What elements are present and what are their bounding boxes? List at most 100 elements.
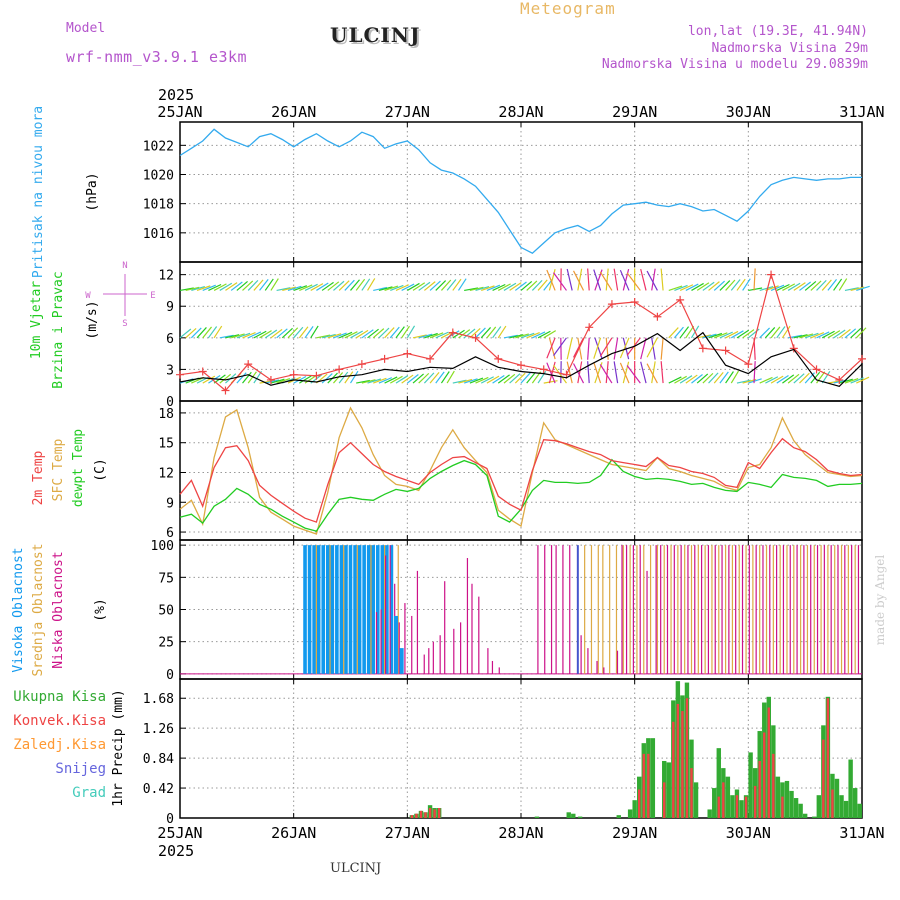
wind-arrow	[247, 371, 257, 384]
gust-marker	[767, 270, 776, 279]
wind-arrow	[418, 281, 431, 291]
gust-marker	[812, 365, 821, 374]
high-cloud-bar	[389, 545, 394, 674]
wind-arrow	[372, 328, 385, 339]
precip-legend-2: Zaledj.Kisa	[13, 737, 106, 753]
wind-arrow	[753, 268, 756, 291]
wind-arrow	[833, 329, 846, 339]
wind-arrow	[298, 326, 309, 339]
dewpoint-line	[179, 458, 863, 532]
gust-marker	[266, 375, 275, 384]
gust-marker	[289, 370, 298, 379]
wind-arrow	[509, 373, 521, 384]
xtick-label-bottom: 28JAN	[498, 824, 543, 842]
wind-arrow	[475, 376, 489, 384]
wind-arrow	[838, 278, 848, 291]
wind-arrow	[526, 280, 538, 291]
gust-marker	[858, 354, 866, 363]
wind-arrow	[207, 326, 218, 339]
wind-arrow	[367, 278, 376, 291]
wind-arrow	[407, 282, 420, 291]
wind-ytick-label: 9	[166, 300, 174, 315]
wind-ytick-label: 12	[158, 269, 174, 284]
wind-arrow	[708, 332, 723, 339]
wind-arrow	[429, 371, 440, 384]
wind-arrow	[685, 325, 695, 339]
high-cloud-bar	[316, 545, 321, 674]
conv-precip-bar	[424, 812, 427, 818]
temp2m-line	[179, 437, 863, 523]
wind-arrow	[356, 379, 371, 384]
gust-marker	[653, 312, 662, 321]
wind-arrow	[350, 279, 360, 291]
wind-arrow	[514, 372, 526, 384]
conv-precip-bar	[681, 711, 684, 818]
wind-arrow	[673, 326, 684, 339]
wind-arrow	[566, 361, 573, 384]
wind-arrow	[537, 279, 548, 291]
wind-arrow	[804, 280, 817, 291]
total-precip-bar	[852, 788, 858, 818]
gust-marker	[471, 333, 480, 342]
wind-arrow	[179, 287, 194, 292]
wind-arrow	[691, 282, 704, 291]
high-cloud-bar	[375, 545, 380, 674]
wind-arrow	[424, 332, 438, 339]
wind-arrow	[373, 286, 388, 292]
wind-arrow	[475, 285, 490, 292]
wind-arrow	[730, 370, 740, 384]
wind-arrow	[668, 376, 682, 384]
wind-arrow	[321, 373, 333, 384]
wind-arrow	[264, 329, 278, 339]
wind-arrow	[660, 268, 664, 291]
wind-arrow	[287, 285, 302, 292]
wind-arrow	[196, 327, 207, 339]
wind-arrow	[856, 376, 870, 384]
wind-arrow	[281, 327, 293, 339]
wind-arrow	[486, 326, 497, 339]
mid-cloud-ylabel: Srednja Oblacnost	[31, 543, 46, 676]
coords-label: lon,lat (19.3E, 41.94N)	[687, 24, 868, 39]
xtick-label-bottom: 31JAN	[839, 824, 884, 842]
wind-arrow	[361, 278, 371, 291]
wind-arrow	[423, 372, 435, 384]
wind-arrow	[230, 333, 245, 339]
high-cloud-bar	[325, 545, 330, 674]
conv-precip-bar	[772, 753, 775, 818]
wind-arrow	[619, 337, 630, 359]
wind-arrow	[640, 361, 647, 384]
wind-arrow	[202, 375, 216, 384]
gust-marker	[426, 354, 435, 363]
wind-arrow	[179, 328, 192, 339]
wind-arrow	[546, 269, 556, 291]
conv-precip-bar	[437, 808, 441, 818]
conv-precip-bar	[690, 768, 693, 818]
wind-arrow	[572, 270, 585, 291]
wind-arrow	[458, 378, 473, 384]
wind-arrow	[748, 287, 763, 292]
wind-arrow	[412, 334, 427, 339]
gust-marker	[403, 349, 412, 358]
total-precip-bar	[843, 800, 849, 818]
wind-arrow	[532, 331, 546, 339]
wind-arrow	[492, 374, 505, 384]
pressure-ylabel: Pritisak na nivou mora	[31, 106, 46, 278]
conv-precip-bar	[642, 753, 645, 818]
gust-marker	[221, 386, 230, 395]
wind-arrow	[412, 373, 424, 384]
xtick-label-bottom: 29JAN	[612, 824, 657, 842]
wind-arrow	[304, 374, 317, 384]
wind-arrow	[458, 329, 471, 339]
high-cloud-bar	[366, 545, 371, 674]
wind-arrow	[264, 278, 274, 291]
wind-arrow	[702, 281, 715, 291]
wind-arrow	[736, 278, 746, 291]
wind-arrow	[730, 279, 741, 291]
wind-arrow	[509, 334, 524, 339]
temperature-ytick-label: 9	[166, 496, 174, 511]
gust-marker	[448, 328, 457, 337]
wind-arrow	[429, 332, 444, 339]
wind-arrow	[520, 280, 533, 291]
precip-ytick-label: 1.26	[143, 722, 174, 737]
wind-arrow	[219, 282, 233, 291]
